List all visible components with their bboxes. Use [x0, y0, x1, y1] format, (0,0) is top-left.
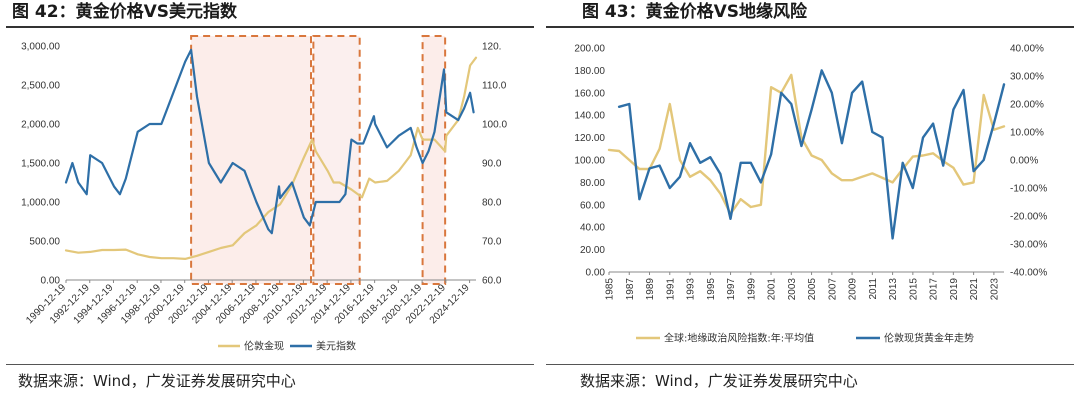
y-right-tick-label: -40.00%	[1010, 268, 1047, 279]
data-source: 数据来源：Wind，广发证券发展研究中心	[580, 372, 858, 390]
y-left-tick-label: 80.00	[580, 178, 605, 189]
y-right-tick-label: 60.0	[482, 276, 502, 287]
legend-label: 全球:地缘政治风险指数:年:平均值	[664, 332, 814, 345]
x-tick-label: 2005	[807, 278, 818, 301]
series-line-gold-annual	[617, 69, 1006, 240]
y-left-tick-label: 140.00	[574, 111, 605, 122]
x-tick-label: 2001	[767, 278, 778, 301]
y-left-tick-label: 2,000.00	[21, 120, 60, 131]
chart-panel-gold-vs-geopolitical-risk: 图 43：黄金价格VS地缘风险 0.00 20.00 40.00 60.00 80.00…	[540, 0, 1080, 411]
y-left-tick-label: 40.00	[580, 223, 605, 234]
chart-panel-gold-vs-usd: 图 42：黄金价格VS美元指数 0.00 500.00 1,000.00 1,500.…	[6, 2, 534, 390]
y-left-tick-label: 1,500.00	[21, 159, 60, 170]
y-right-tick-label: 120.	[482, 42, 501, 53]
legend-label: 美元指数	[316, 340, 356, 353]
chart-title: 图 42：黄金价格VS美元指数	[12, 2, 237, 22]
y-right-tick-label: 80.0	[482, 198, 502, 209]
y-right-tick-label: 10.00%	[1010, 128, 1044, 139]
y-left-tick-label: 200.00	[574, 44, 605, 55]
x-tick-label: 1987	[625, 278, 636, 301]
highlight-period	[190, 35, 313, 285]
x-tick-label: 1985	[605, 278, 616, 301]
series-line-gold	[64, 56, 478, 260]
series-line-usd	[64, 48, 475, 235]
gold-vs-usd-chart: 0.00 500.00 1,000.00 1,500.00 2,000.00 2,500.…	[21, 35, 507, 353]
y-left-tick-label: 0.00	[586, 268, 606, 279]
y-left-tick-label: 120.00	[574, 133, 605, 144]
y-left-tick-label: 60.00	[580, 200, 605, 211]
y-left-tick-label: 500.00	[29, 237, 60, 248]
x-tick-label: 1995	[706, 278, 717, 301]
y-right-tick-label: 110.0	[482, 81, 507, 92]
footer-divider	[6, 364, 534, 365]
data-source: 数据来源：Wind，广发证券发展研究中心	[18, 372, 296, 390]
x-tick-label: 2007	[827, 278, 838, 301]
y-left-tick-label: 180.00	[574, 66, 605, 77]
y-left-tick-label: 2,500.00	[21, 81, 60, 92]
y-right-tick-label: -20.00%	[1010, 212, 1047, 223]
x-tick-label: 2019	[949, 278, 960, 301]
title-divider	[546, 26, 1074, 28]
series-line-geopolitical-risk	[607, 73, 1006, 216]
title-divider	[6, 26, 534, 28]
x-tick-label: 2009	[848, 278, 859, 301]
highlight-period	[421, 35, 447, 285]
x-tick-label: 1997	[726, 278, 737, 301]
y-right-tick-label: 0.00%	[1010, 156, 1038, 167]
x-tick-label: 2015	[908, 278, 919, 301]
x-tick-label: 2003	[787, 278, 798, 301]
y-right-tick-label: 20.00%	[1010, 100, 1044, 111]
legend-label: 伦敦现货黄金年走势	[884, 332, 974, 345]
x-tick-label: 2023	[989, 278, 1000, 301]
x-tick-label: 1999	[746, 278, 757, 301]
y-right-tick-label: 100.0	[482, 120, 507, 131]
y-left-tick-label: 0.00	[41, 276, 61, 287]
y-left-tick-label: 3,000.00	[21, 42, 60, 53]
x-tick-label: 2013	[888, 278, 899, 301]
y-right-tick-label: 90.0	[482, 159, 502, 170]
y-left-tick-label: 100.00	[574, 156, 605, 167]
footer-divider	[546, 364, 1074, 365]
y-right-tick-label: -10.00%	[1010, 184, 1047, 195]
y-left-tick-label: 20.00	[580, 245, 605, 256]
chart-title: 图 43：黄金价格VS地缘风险	[582, 2, 807, 22]
y-right-tick-label: 70.0	[482, 237, 502, 248]
y-left-tick-label: 1,000.00	[21, 198, 60, 209]
gold-vs-geopolitical-risk-chart: 0.00 20.00 40.00 60.00 80.00 100.00 120.00 140.…	[574, 44, 1047, 345]
x-tick-label: 1989	[645, 278, 656, 301]
legend-label: 伦敦金现	[244, 340, 284, 353]
x-tick-label: 2021	[969, 278, 980, 301]
y-left-tick-label: 160.00	[574, 88, 605, 99]
x-tick-label: 2017	[929, 278, 940, 301]
y-right-tick-label: -30.00%	[1010, 240, 1047, 251]
x-tick-label: 2011	[868, 278, 879, 300]
y-right-tick-label: 30.00%	[1010, 72, 1044, 83]
y-right-tick-label: 40.00%	[1010, 44, 1044, 55]
x-tick-label: 1993	[686, 278, 697, 301]
x-tick-label: 1991	[665, 278, 676, 301]
